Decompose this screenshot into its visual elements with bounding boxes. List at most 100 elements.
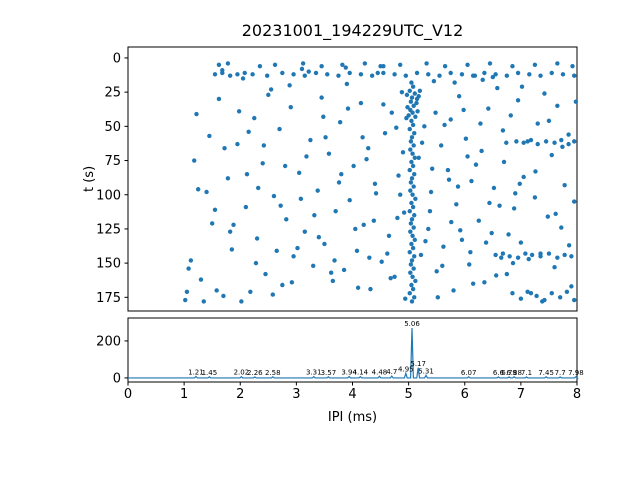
- scatter-point: [571, 73, 577, 78]
- scatter-point: [427, 208, 433, 214]
- scatter-point: [409, 95, 415, 100]
- x-tick-label: 6: [461, 387, 469, 402]
- scatter-point: [461, 107, 466, 113]
- scatter-point: [433, 110, 438, 115]
- scatter-point: [194, 111, 199, 117]
- scatter-point: [413, 278, 418, 284]
- scatter-point: [486, 106, 491, 111]
- scatter-point: [411, 143, 416, 148]
- scatter-point: [398, 62, 403, 67]
- peak-label: 3.94: [341, 368, 357, 376]
- scatter-point: [569, 254, 574, 259]
- scatter-point: [183, 297, 188, 303]
- peak-label: 3.31: [306, 369, 322, 377]
- scatter-point: [209, 221, 215, 226]
- scatter-point: [448, 117, 453, 122]
- scatter-point: [483, 240, 489, 245]
- scatter-point: [268, 87, 274, 92]
- scatter-point: [372, 181, 378, 186]
- peak-label: 1.45: [202, 369, 218, 377]
- y-tick-label: 0: [113, 51, 121, 66]
- scatter-point: [295, 245, 300, 251]
- scatter-point: [299, 66, 305, 72]
- scatter-point: [395, 215, 400, 221]
- scatter-point: [535, 121, 540, 126]
- scatter-point: [511, 206, 517, 211]
- scatter-point: [375, 70, 380, 76]
- peak-label: 7.45: [538, 369, 554, 377]
- scatter-point: [409, 135, 415, 140]
- scatter-point: [257, 63, 263, 69]
- scatter-point: [410, 84, 416, 89]
- y-tick-label: 175: [96, 291, 121, 306]
- scatter-point: [409, 80, 414, 85]
- scatter-point: [552, 140, 557, 145]
- scatter-point: [521, 140, 526, 145]
- scatter-point: [410, 110, 415, 115]
- hist-line: [128, 327, 580, 379]
- scatter-point: [417, 88, 423, 93]
- scatter-point: [560, 144, 565, 150]
- scatter-point: [570, 63, 575, 69]
- scatter-point: [253, 260, 259, 266]
- scatter-point: [528, 291, 534, 296]
- scatter-point: [513, 191, 518, 196]
- scatter-point: [282, 163, 288, 169]
- scatter-point: [401, 210, 407, 215]
- scatter-point: [405, 104, 410, 110]
- peak-label: 4.7: [386, 368, 397, 376]
- chart-title: 20231001_194229UTC_V12: [241, 21, 464, 40]
- scatter-point: [302, 73, 307, 78]
- scatter-point: [487, 200, 492, 206]
- scatter-point: [557, 295, 563, 300]
- scatter-point: [452, 80, 457, 85]
- scatter-point: [339, 172, 344, 177]
- scatter-point: [468, 249, 473, 255]
- scatter-point: [312, 213, 317, 218]
- scatter-point: [252, 115, 257, 121]
- scatter-point: [448, 70, 453, 76]
- scatter-point: [499, 255, 504, 260]
- scatter-point: [411, 103, 416, 109]
- scatter-point: [264, 73, 270, 78]
- scatter-point: [441, 244, 446, 249]
- scatter-point: [542, 91, 547, 96]
- scatter-point: [330, 278, 336, 284]
- scatter-point: [532, 195, 538, 200]
- scatter-point: [559, 225, 564, 230]
- scatter-point: [278, 203, 283, 208]
- scatter-point: [323, 135, 328, 140]
- scatter-point: [246, 129, 251, 135]
- scatter-point: [507, 254, 512, 259]
- peak-label: 5.06: [404, 320, 420, 328]
- scatter-point: [411, 184, 416, 189]
- scatter-point: [322, 241, 327, 247]
- scatter-point: [442, 122, 447, 128]
- scatter-point: [534, 293, 539, 299]
- scatter-point: [396, 173, 401, 178]
- scatter-point: [404, 115, 409, 121]
- scatter-point: [231, 222, 236, 228]
- peak-label: 2.02: [234, 369, 250, 377]
- scatter-point: [392, 274, 397, 280]
- y-tick-label: 100: [96, 188, 121, 203]
- scatter-point: [272, 62, 278, 67]
- scatter-point: [566, 132, 571, 137]
- scatter-point: [571, 297, 577, 303]
- scatter-point: [289, 280, 295, 285]
- x-tick-label: 3: [292, 387, 300, 402]
- scatter-point: [517, 181, 522, 186]
- peak-label: 6.07: [461, 369, 477, 377]
- scatter-point: [392, 72, 397, 77]
- scatter-point: [409, 258, 415, 263]
- scatter-point: [559, 137, 564, 143]
- y-axis-label: t (s): [82, 165, 97, 193]
- scatter-point: [412, 155, 417, 160]
- scatter-point: [418, 252, 424, 258]
- scatter-point: [446, 177, 452, 182]
- scatter-point: [482, 70, 487, 76]
- scatter-point: [573, 99, 579, 104]
- scatter-point: [552, 265, 557, 270]
- scatter-point: [571, 139, 577, 144]
- scatter-point: [280, 70, 285, 76]
